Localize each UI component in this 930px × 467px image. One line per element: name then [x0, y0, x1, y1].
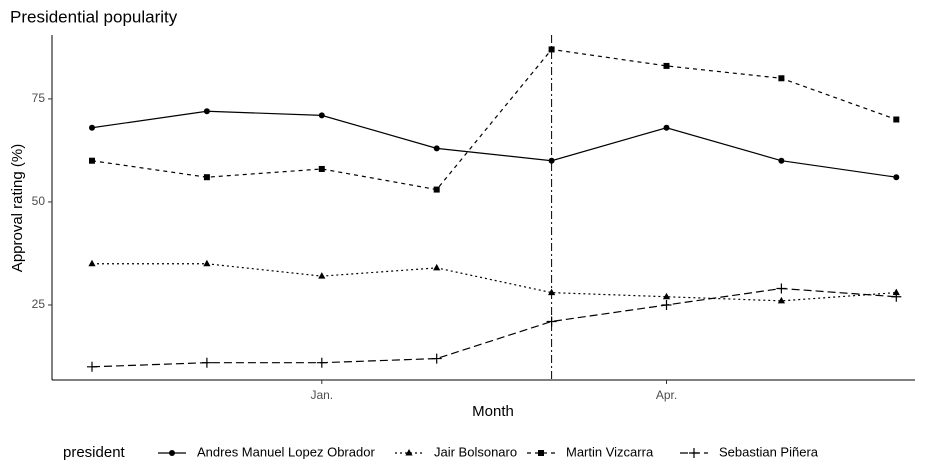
point: [689, 448, 699, 458]
point: [318, 165, 325, 172]
point: [201, 357, 212, 368]
point: [778, 157, 785, 164]
point: [546, 316, 557, 327]
series-line: [92, 263, 897, 302]
point: [548, 46, 555, 53]
legend-label: Jair Bolsonaro: [434, 444, 517, 459]
series-line: [91, 110, 897, 178]
point: [778, 75, 785, 82]
point: [893, 174, 900, 181]
point: [87, 361, 97, 372]
point: [548, 157, 555, 164]
legend-title: president: [63, 444, 126, 461]
point: [203, 259, 211, 267]
point: [891, 291, 902, 302]
y-axis-label: Approval rating (%): [9, 144, 26, 272]
x-tick-label: Jan.: [310, 388, 333, 402]
y-tick-label: 75: [32, 91, 46, 105]
point: [663, 62, 670, 69]
point: [433, 145, 440, 152]
point: [661, 299, 672, 310]
point: [893, 116, 900, 123]
point: [776, 283, 787, 294]
x-axis-label: Month: [472, 403, 514, 420]
point: [431, 353, 442, 364]
point: [538, 450, 544, 456]
point: [203, 174, 210, 181]
point: [662, 292, 671, 300]
series-line: [91, 48, 897, 191]
chart-title: Presidential popularity: [10, 7, 178, 26]
y-tick-label: 25: [32, 297, 46, 311]
point: [663, 124, 670, 131]
legend-label: Andres Manuel Lopez Obrador: [197, 444, 375, 459]
legend-label: Martin Vizcarra: [566, 444, 654, 459]
point: [89, 157, 95, 164]
series-line: [91, 287, 897, 368]
point: [203, 108, 210, 115]
point: [89, 124, 95, 131]
point: [318, 112, 325, 119]
x-tick-label: Apr.: [656, 388, 677, 402]
legend-label: Sebastian Piñera: [719, 444, 819, 459]
y-tick-label: 50: [32, 194, 46, 208]
point: [777, 296, 785, 304]
point: [433, 186, 440, 193]
point: [433, 263, 441, 271]
point: [88, 259, 96, 267]
point: [316, 357, 327, 368]
point: [548, 288, 556, 296]
point: [169, 450, 175, 456]
point: [405, 449, 413, 456]
point: [318, 272, 326, 279]
